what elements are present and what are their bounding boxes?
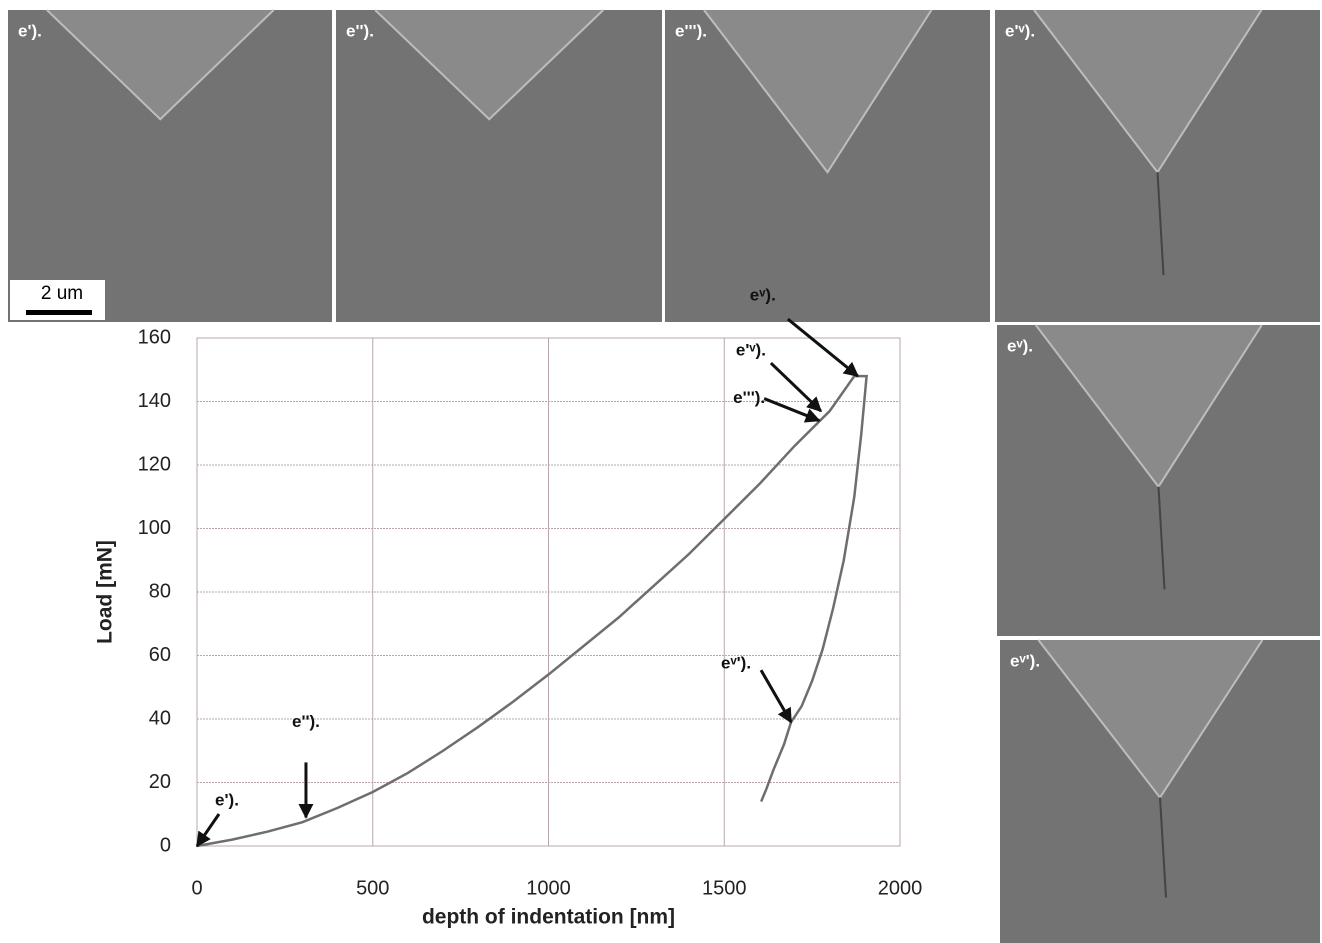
y-tick-label: 0 <box>160 834 171 856</box>
x-axis-title: depth of indentation [nm] <box>422 906 675 929</box>
x-tick-label: 0 <box>191 877 202 899</box>
annotation: e'''). <box>733 388 765 407</box>
x-tick-label: 1000 <box>526 877 571 899</box>
scale-label: 2 um <box>41 283 83 304</box>
panel-label: e''). <box>346 21 374 40</box>
y-tick-label: 40 <box>149 707 171 729</box>
y-tick-label: 140 <box>138 390 171 412</box>
panel-label: e'''). <box>675 21 707 40</box>
x-tick-label: 500 <box>356 877 389 899</box>
panel-label: e'). <box>18 21 42 40</box>
panel-label: eᵛ'). <box>1010 651 1040 670</box>
x-tick-label: 2000 <box>878 877 923 899</box>
annotation: eᵛ'). <box>721 654 751 673</box>
x-tick-label: 1500 <box>702 877 747 899</box>
scale-bar <box>26 310 92 315</box>
panel-label: eᵛ). <box>1007 336 1033 355</box>
annotation: e'). <box>215 790 239 809</box>
figure: e'). e''). e'''). e'ᵛ). eᵛ). eᵛ'). 2 um 0 20 40 60… <box>0 0 1322 943</box>
annotation: e'ᵛ). <box>736 341 766 360</box>
y-axis-title: Load [mN] <box>94 540 117 644</box>
y-tick-label: 60 <box>149 644 171 666</box>
y-tick-label: 160 <box>138 326 171 348</box>
panel-label: e'ᵛ). <box>1005 21 1035 40</box>
y-tick-label: 20 <box>149 771 171 793</box>
y-tick-label: 120 <box>138 453 171 475</box>
annotation: e''). <box>292 712 320 731</box>
annotation: eᵛ). <box>750 286 776 305</box>
y-tick-label: 100 <box>138 517 171 539</box>
y-tick-label: 80 <box>149 580 171 602</box>
